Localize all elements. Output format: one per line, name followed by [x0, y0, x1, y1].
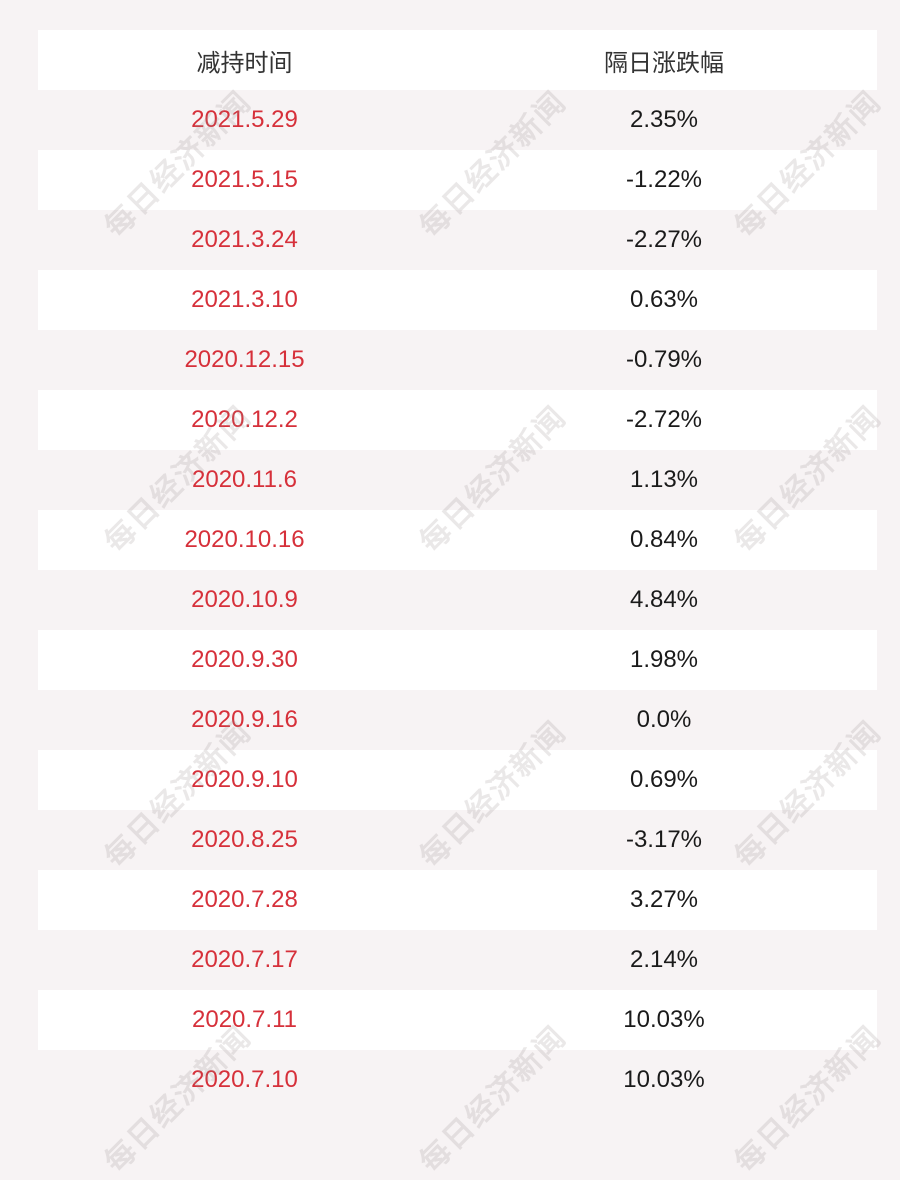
- table-row: 2020.7.28 3.27%: [38, 870, 877, 930]
- reduction-date: 2020.7.28: [191, 886, 298, 913]
- data-table: 减持时间 隔日涨跌幅 2021.5.29 2.35% 2021.5.15 -1.22%…: [38, 30, 877, 1110]
- table-row: 2021.5.29 2.35%: [38, 90, 877, 150]
- next-day-change: -3.17%: [625, 826, 703, 853]
- reduction-date: 2020.10.16: [184, 526, 305, 553]
- table-body: 2021.5.29 2.35% 2021.5.15 -1.22% 2021.3.24 -2…: [38, 90, 877, 1110]
- table-row: 2020.7.11 10.03%: [38, 990, 877, 1050]
- reduction-date: 2020.12.2: [191, 406, 298, 433]
- reduction-date: 2020.9.16: [191, 706, 298, 733]
- reduction-date: 2020.9.30: [191, 646, 298, 673]
- next-day-change: -0.79%: [625, 346, 703, 373]
- table-row: 2020.7.10 10.03%: [38, 1050, 877, 1110]
- next-day-change: 4.84%: [629, 586, 699, 613]
- table-row: 2020.11.6 1.13%: [38, 450, 877, 510]
- next-day-change: -2.27%: [625, 226, 703, 253]
- reduction-date: 2020.7.17: [191, 946, 298, 973]
- reduction-date: 2020.7.11: [192, 1006, 297, 1033]
- reduction-date: 2020.8.25: [191, 826, 298, 853]
- reduction-date: 2020.10.9: [191, 586, 298, 613]
- reduction-date: 2021.5.29: [191, 106, 298, 133]
- table-row: 2020.10.9 4.84%: [38, 570, 877, 630]
- next-day-change: 1.13%: [629, 466, 699, 493]
- reduction-date: 2020.11.6: [192, 466, 297, 493]
- reduction-date: 2020.12.15: [184, 346, 305, 373]
- table-header-row: 减持时间 隔日涨跌幅: [38, 30, 877, 90]
- next-day-change: 10.03%: [623, 1066, 705, 1093]
- next-day-change: 0.0%: [636, 706, 692, 733]
- table-row: 2021.3.24 -2.27%: [38, 210, 877, 270]
- next-day-change: 2.14%: [629, 946, 699, 973]
- reduction-date: 2021.5.15: [191, 166, 298, 193]
- next-day-change: 0.63%: [629, 286, 699, 313]
- next-day-change: 10.03%: [623, 1006, 705, 1033]
- next-day-change: 0.69%: [629, 766, 699, 793]
- next-day-change: -2.72%: [625, 406, 703, 433]
- table-row: 2020.8.25 -3.17%: [38, 810, 877, 870]
- table-row: 2020.9.16 0.0%: [38, 690, 877, 750]
- table-row: 2021.5.15 -1.22%: [38, 150, 877, 210]
- table-row: 2020.10.16 0.84%: [38, 510, 877, 570]
- next-day-change: 3.27%: [629, 886, 699, 913]
- reduction-date: 2021.3.10: [191, 286, 298, 313]
- table-row: 2020.12.2 -2.72%: [38, 390, 877, 450]
- table-row: 2021.3.10 0.63%: [38, 270, 877, 330]
- table-row: 2020.12.15 -0.79%: [38, 330, 877, 390]
- reduction-date: 2020.9.10: [191, 766, 298, 793]
- next-day-change: 1.98%: [629, 646, 699, 673]
- table-row: 2020.7.17 2.14%: [38, 930, 877, 990]
- next-day-change: -1.22%: [625, 166, 703, 193]
- next-day-change: 2.35%: [629, 106, 699, 133]
- next-day-change: 0.84%: [629, 526, 699, 553]
- table-row: 2020.9.30 1.98%: [38, 630, 877, 690]
- header-change: 隔日涨跌幅: [604, 49, 724, 77]
- header-date: 减持时间: [196, 49, 293, 77]
- reduction-date: 2020.7.10: [191, 1066, 298, 1093]
- table-row: 2020.9.10 0.69%: [38, 750, 877, 810]
- reduction-date: 2021.3.24: [191, 226, 298, 253]
